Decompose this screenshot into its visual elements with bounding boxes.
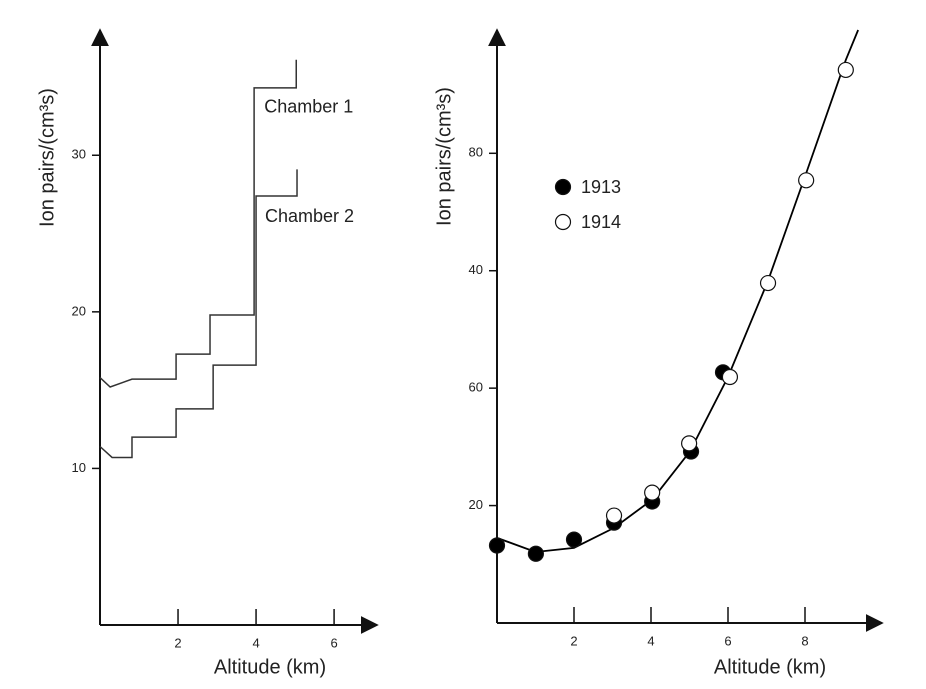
legend-marker	[554, 178, 572, 196]
data-point	[565, 531, 583, 548]
data-point	[488, 537, 506, 554]
y-axis-label: Ion pairs/(cm³s)	[433, 87, 455, 226]
x-tick-label: 8	[801, 633, 808, 648]
y-tick-label: 10	[72, 460, 86, 475]
data-point	[605, 507, 623, 524]
x-tick-label: 2	[570, 633, 577, 648]
x-axis-label: Altitude (km)	[714, 656, 826, 678]
data-point	[759, 274, 777, 292]
series-label: Chamber 2	[265, 206, 354, 226]
data-point	[681, 435, 698, 452]
x-tick-label: 2	[174, 635, 181, 650]
fit-curve	[496, 29, 859, 553]
y-tick-label: 60	[469, 380, 483, 395]
y-tick-label: 40	[469, 262, 483, 277]
chart-panel: 2 4 6 10 20 30 Altitude (km) Ion pairs/(cm³s) Ch…	[36, 28, 379, 678]
y-tick-label: 30	[72, 147, 86, 162]
x-tick-label: 4	[252, 635, 259, 650]
x-tick-label: 6	[724, 633, 731, 648]
chart-panel: 2 4 6 8 20 60 40 80 Altitude (km) Ion pairs/(cm³s…	[433, 28, 884, 678]
data-point	[721, 368, 739, 386]
series-label: Chamber 1	[264, 97, 353, 117]
data-point	[644, 484, 661, 501]
y-tick-label: 80	[469, 145, 483, 160]
legend-label: 1913	[581, 177, 621, 197]
data-point	[527, 545, 544, 562]
x-axis-label: Altitude (km)	[214, 656, 326, 678]
legend-label: 1914	[581, 212, 621, 232]
legend-marker	[554, 213, 572, 231]
y-axis-label: Ion pairs/(cm³s)	[36, 88, 58, 227]
y-tick-label: 20	[72, 303, 86, 318]
step-line	[99, 169, 298, 459]
data-point	[837, 61, 854, 79]
x-tick-label: 4	[647, 633, 654, 648]
y-tick-label: 20	[469, 497, 483, 512]
step-line	[99, 59, 297, 388]
data-point	[798, 172, 815, 189]
x-tick-label: 6	[330, 635, 337, 650]
